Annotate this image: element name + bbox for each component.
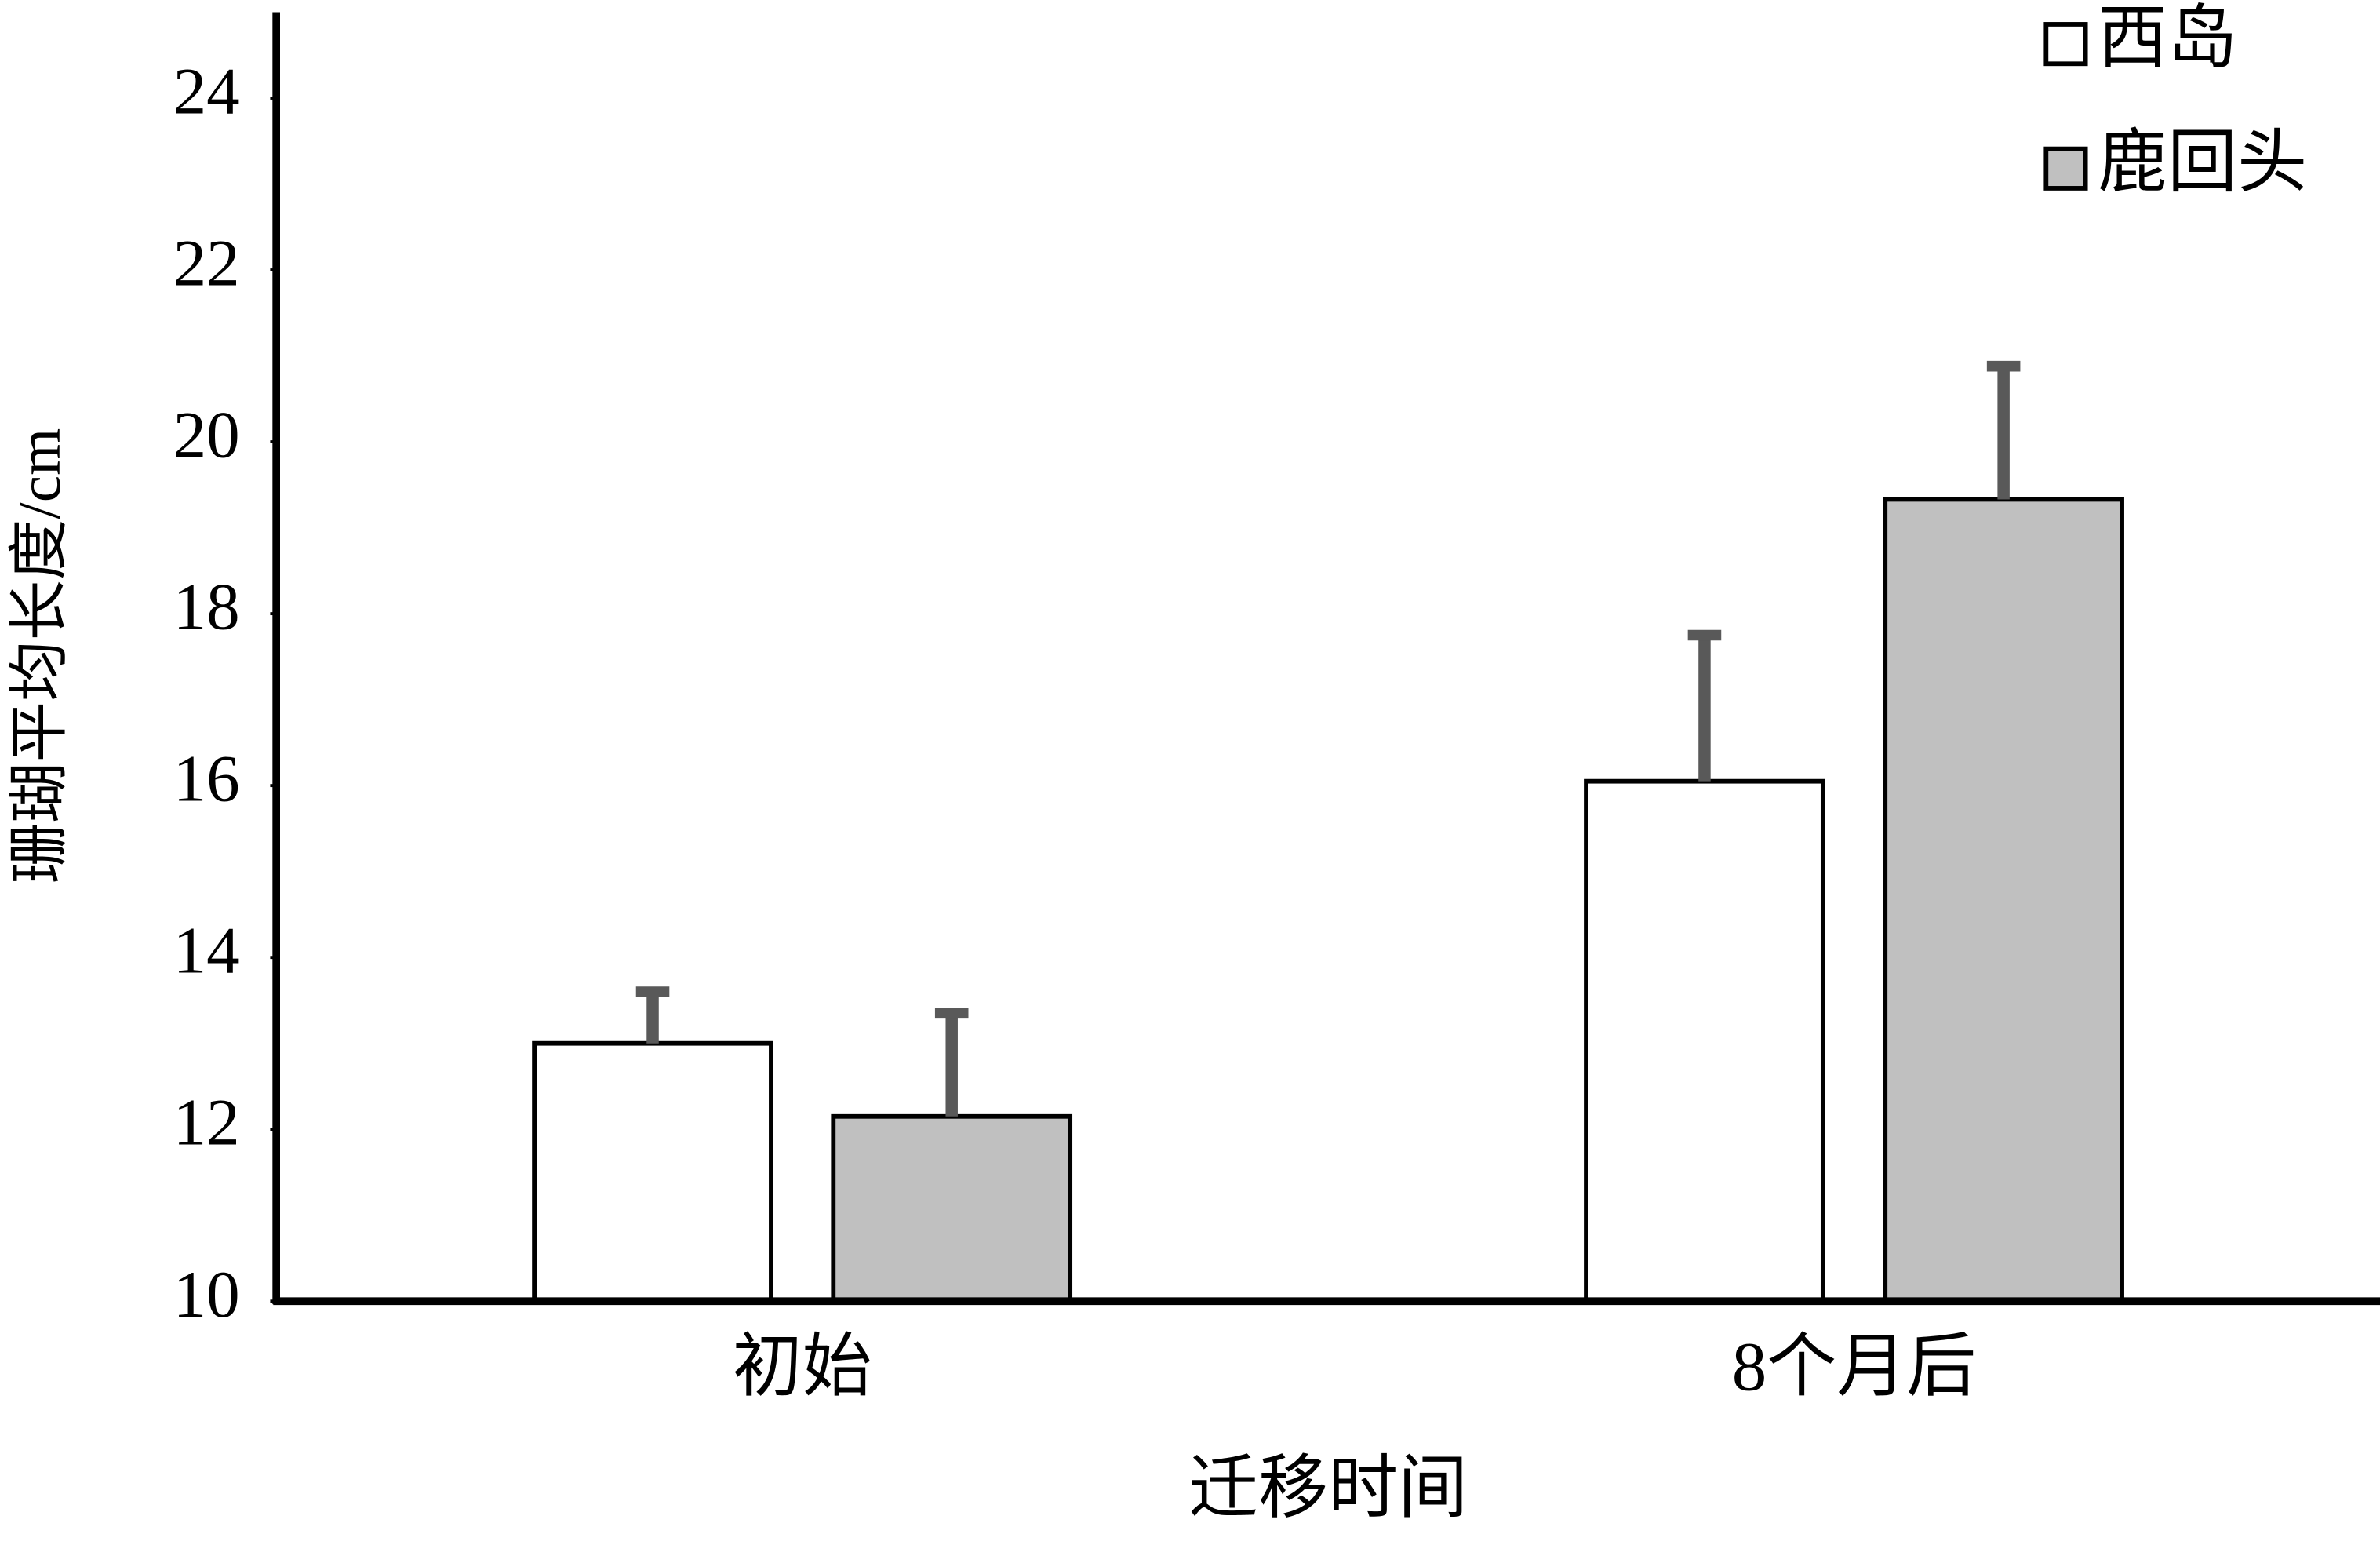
bar	[1584, 778, 1825, 1304]
x-tick-label: 8个月后	[1732, 1329, 1977, 1406]
x-tick-label: 初始	[733, 1329, 872, 1406]
bar	[1883, 497, 2124, 1304]
legend-swatch	[2043, 146, 2088, 191]
y-tick-label: 12	[173, 1086, 240, 1160]
y-tick-label: 24	[173, 55, 240, 129]
bar	[532, 1040, 773, 1304]
y-tick-label: 18	[173, 570, 240, 644]
legend-label: 西岛	[2098, 0, 2237, 77]
legend-label: 鹿回头	[2098, 125, 2307, 202]
y-axis-label: 珊瑚平均长度/cm	[5, 428, 73, 884]
y-tick-label: 14	[173, 914, 240, 988]
x-axis-label: 迁移时间	[1188, 1450, 1468, 1527]
y-tick-label: 22	[173, 227, 240, 301]
y-tick-label: 16	[173, 742, 240, 816]
y-tick-label: 20	[173, 399, 240, 472]
y-tick-label: 10	[173, 1258, 240, 1332]
legend-swatch	[2043, 22, 2088, 67]
bar	[831, 1113, 1073, 1304]
